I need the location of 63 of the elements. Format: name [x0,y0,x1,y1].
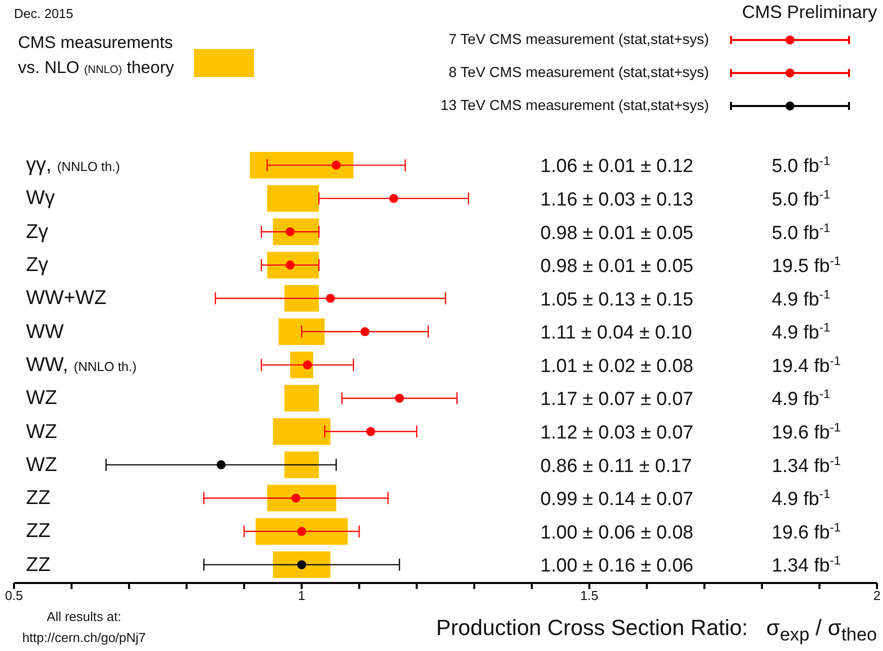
text: Dec. 2015 [14,6,74,21]
legend-label: 13 TeV CMS measurement (stat,stat+sys) [440,98,709,114]
y-tick-label: Zγ [26,253,48,278]
bar [284,285,319,312]
point [366,427,376,436]
legend-label: 8 TeV CMS measurement (stat,stat+sys) [448,65,709,81]
point [360,327,370,336]
text: 1.05 ± 0.13 ± 0.15 4.9 fb$^{-1}$ [540,287,830,310]
point [286,260,295,270]
bar [272,418,330,445]
x-tick-label: 2 [873,588,881,604]
x-tick-label: 1.5 [580,588,598,604]
x-axis-title: Production Cross Section Ratio: σ$_{exp}$ / σ$_{theo}$ [436,615,877,646]
legend-label: 7 TeV CMS measurement (stat,stat+sys) [448,32,709,48]
point [394,394,404,403]
bar [272,551,330,578]
y-tick-label: WW+WZ [26,286,107,312]
bar [267,185,319,212]
y-tick-label: Zγ [26,220,48,245]
bar [250,152,354,178]
x-tick-label: 1 [298,588,306,604]
bar [278,318,325,345]
text: 0.98 ± 0.01 ± 0.05 19.5 fb$^{-1}$ [540,254,841,278]
text: 1.06 ± 0.01 ± 0.12 5.0 fb$^{-1}$ [540,154,830,178]
point [216,460,226,470]
x-tick-label: 0.5 [4,588,24,604]
y-tick-label: Wγ [26,186,55,212]
y-tick-label: WZ [26,386,58,412]
text: 1.16 ± 0.03 ± 0.13 5.0 fb$^{-1}$ [540,187,830,210]
point [326,294,335,303]
text: 1.17 ± 0.07 ± 0.07 4.9 fb$^{-1}$ [540,387,830,410]
bar [267,484,336,512]
y-tick-label: WW [26,320,64,345]
text: 1.11 ± 0.04 ± 0.10 4.9 fb$^{-1}$ [540,320,830,344]
point [297,526,306,536]
y-tick-label: ZZ [26,519,50,544]
bar [256,518,348,545]
text: 0.99 ± 0.14 ± 0.07 4.9 fb$^{-1}$ [540,487,830,510]
point [291,494,300,503]
text: CMS Preliminary [742,2,877,23]
legend-label: CMS measurements vs. NLO (NNLO) theory [18,32,174,79]
text: 1.12 ± 0.03 ± 0.07 19.6 fb$^{-1}$ [540,420,841,444]
bar [284,451,319,478]
text: All results at: http://cern.ch/go/pNj7 [21,608,147,647]
text: 1.01 ± 0.02 ± 0.08 19.4 fb$^{-1}$ [540,354,841,377]
bar [272,218,319,246]
y-tick-label: γγ, (NNLO th.) [26,153,120,178]
point [389,194,398,203]
y-tick-label: WW, (NNLO th.) [26,352,137,378]
bar [284,384,319,412]
point [297,560,306,570]
point [286,227,295,236]
y-tick-label: ZZ [26,486,50,512]
y-tick-label: ZZ [26,552,50,578]
point [302,360,312,370]
y-tick-label: WZ [26,420,58,444]
text: 0.98 ± 0.01 ± 0.05 5.0 fb$^{-1}$ [540,220,830,244]
point [332,160,341,170]
text: 1.00 ± 0.06 ± 0.08 19.6 fb$^{-1}$ [540,520,841,544]
text: 0.86 ± 0.11 ± 0.17 1.34 fb$^{-1}$ [540,454,841,477]
bar [267,252,319,278]
text: 1.00 ± 0.16 ± 0.06 1.34 fb$^{-1}$ [540,554,841,577]
y-tick-label: WZ [26,452,58,478]
